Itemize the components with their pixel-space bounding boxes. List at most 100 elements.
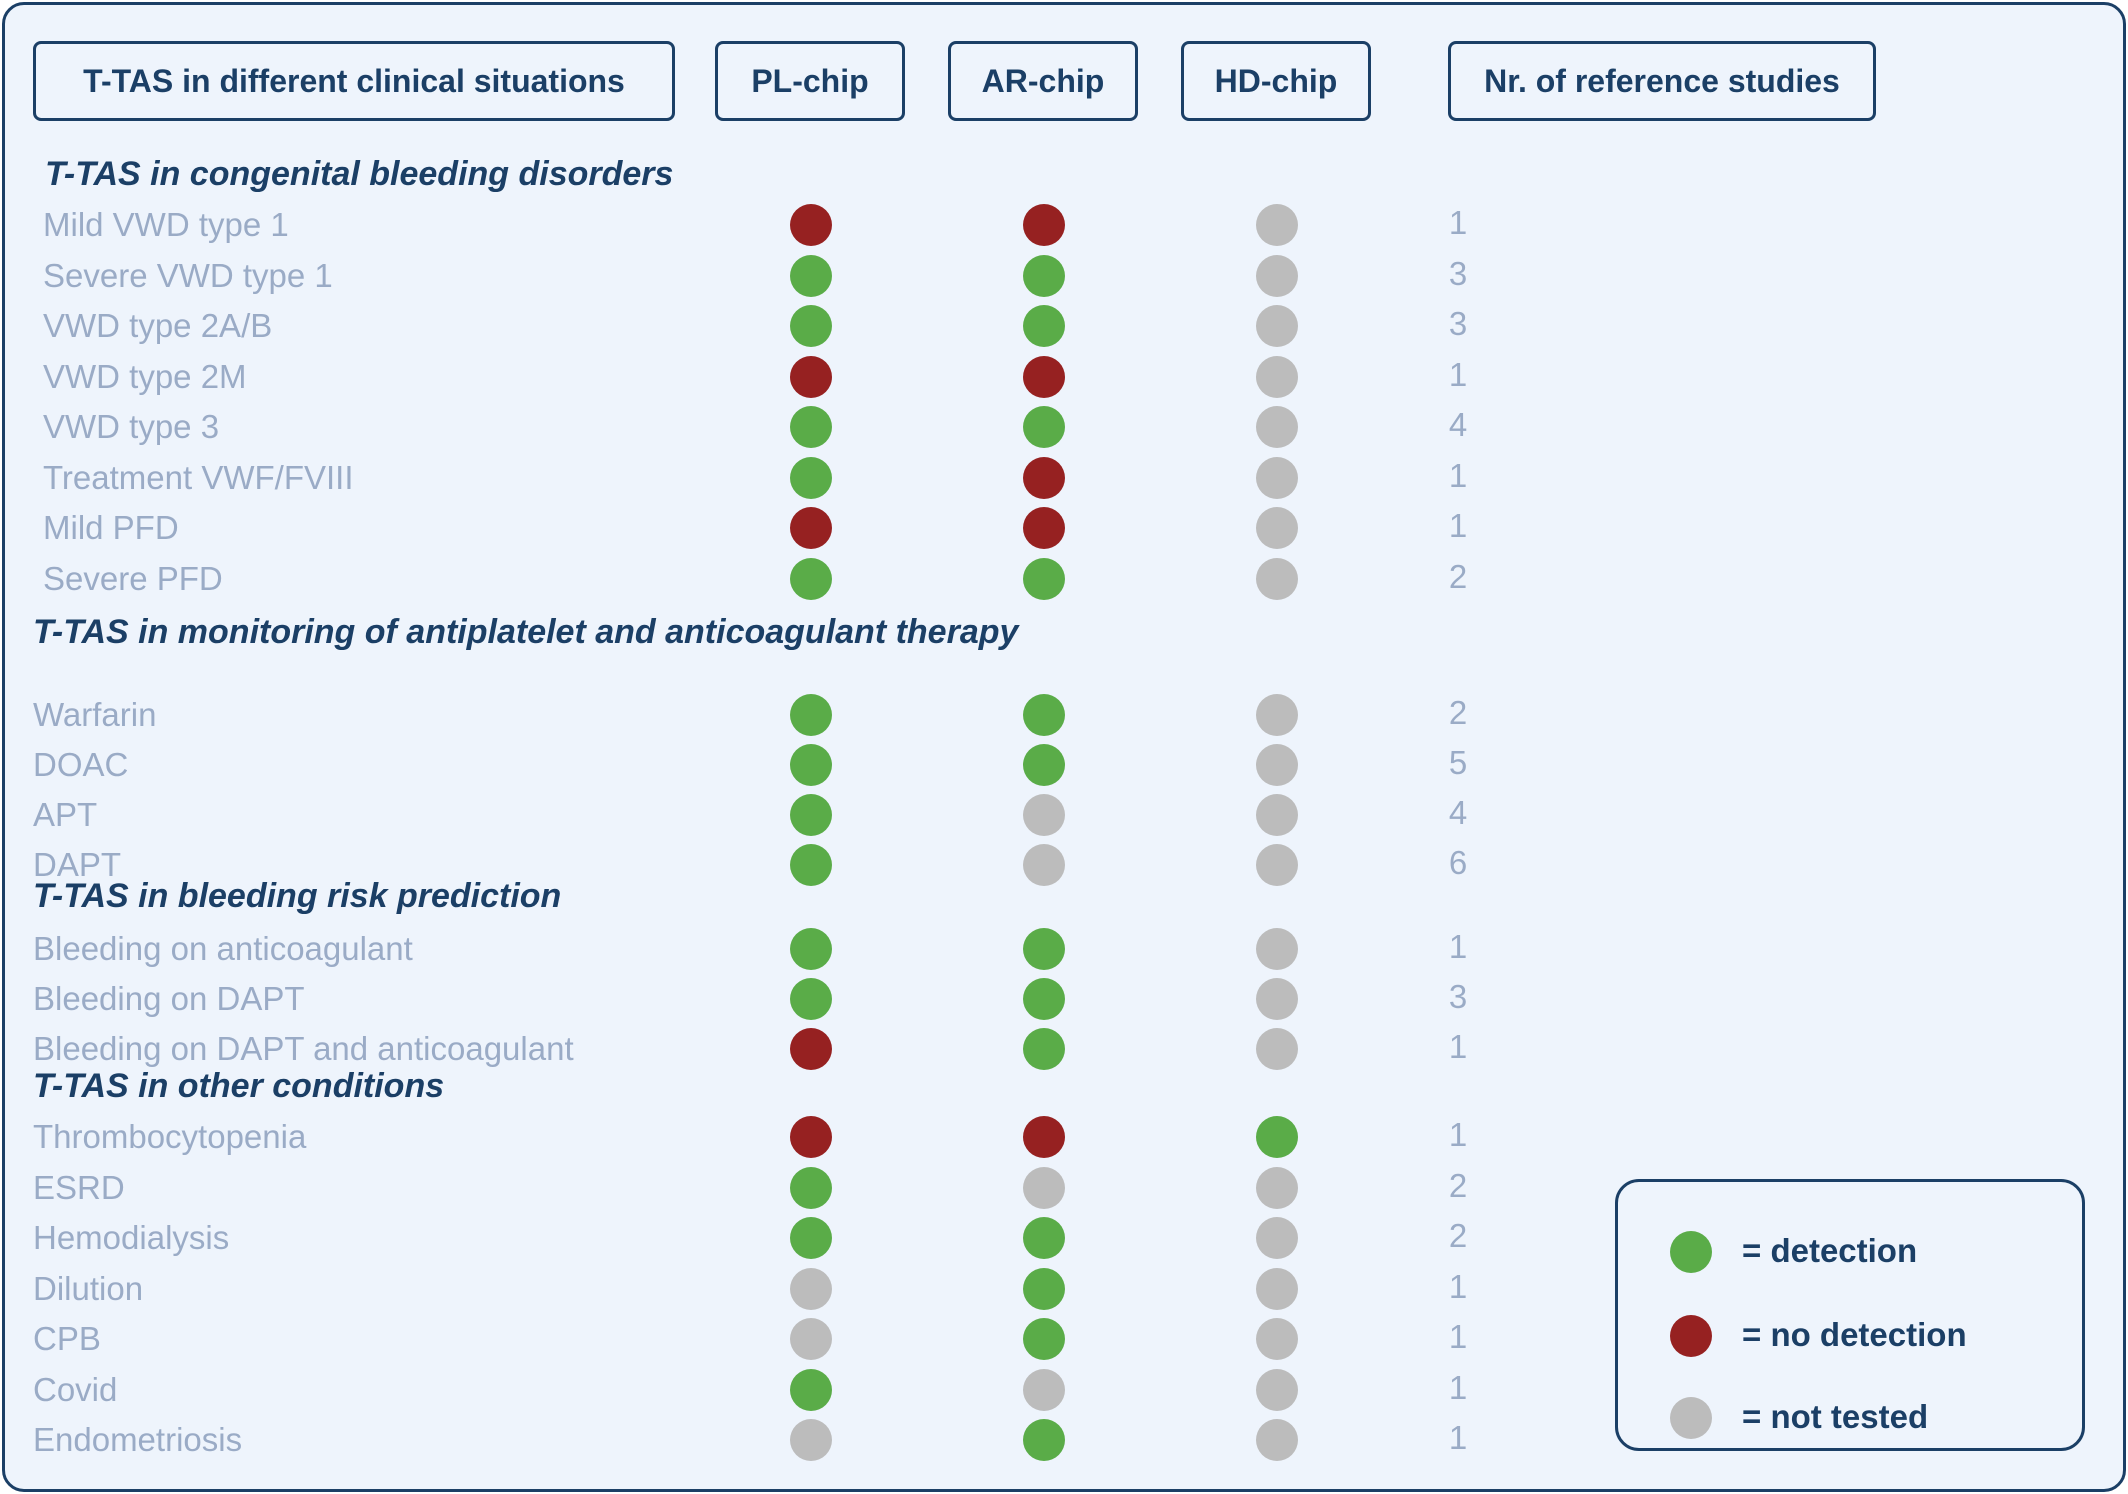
pl-chip-result-dot (790, 1028, 832, 1070)
row-label: Thrombocytopenia (33, 1118, 307, 1155)
header-pl-chip: PL-chip (715, 41, 905, 121)
hd-chip-result-dot (1256, 978, 1298, 1020)
legend-item-no-detection: = no detection (1618, 1312, 2082, 1360)
pl-chip-result-dot (790, 1116, 832, 1158)
pl-chip-result-dot (790, 305, 832, 347)
pl-chip-result-dot (790, 1166, 832, 1209)
pl-chip-result-dot (790, 507, 832, 549)
reference-count: 1 (1448, 355, 1468, 393)
ar-chip-result-dot (1023, 928, 1065, 970)
hd-chip-result-dot (1256, 1166, 1298, 1209)
hd-chip-result-dot (1256, 1368, 1298, 1411)
reference-count: 1 (1448, 1116, 1468, 1153)
reference-count: 1 (1448, 204, 1468, 241)
hd-chip-result-dot (1256, 694, 1298, 736)
ar-chip-result-dot (1023, 1267, 1065, 1310)
row-label: Treatment VWF/FVIII (43, 458, 354, 496)
header-situations: T-TAS in different clinical situations (33, 41, 675, 121)
ar-chip-result-dot (1023, 254, 1065, 297)
reference-count: 2 (1448, 1217, 1468, 1254)
reference-count: 5 (1448, 744, 1468, 781)
ar-chip-result-dot (1023, 1028, 1065, 1070)
pl-chip-result-dot (790, 844, 832, 886)
pl-chip-result-dot (790, 1318, 832, 1360)
reference-count: 6 (1448, 844, 1468, 881)
hd-chip-result-dot (1256, 254, 1298, 297)
header-hd-chip: HD-chip (1181, 41, 1371, 121)
pl-chip-result-dot (790, 1217, 832, 1259)
reference-count: 3 (1448, 305, 1468, 342)
row-label: Bleeding on DAPT (33, 980, 305, 1017)
reference-count: 1 (1448, 1028, 1468, 1065)
section-title: T-TAS in monitoring of antiplatelet and … (33, 613, 1019, 651)
ar-chip-result-dot (1023, 406, 1065, 448)
hd-chip-result-dot (1256, 456, 1298, 499)
legend-item-detection: = detection (1618, 1228, 2082, 1276)
hd-chip-result-dot (1256, 355, 1298, 398)
section-title: T-TAS in other conditions (33, 1067, 445, 1105)
ar-chip-result-dot (1023, 978, 1065, 1020)
row-label: ESRD (33, 1168, 125, 1206)
ar-chip-result-dot (1023, 557, 1065, 600)
pl-chip-result-dot (790, 794, 832, 836)
row-label: Severe PFD (43, 559, 223, 597)
legend: = detection = no detection = not tested (1615, 1179, 2085, 1451)
reference-count: 2 (1448, 557, 1468, 595)
legend-label-detection: = detection (1742, 1232, 1918, 1269)
reference-count: 1 (1448, 456, 1468, 494)
legend-item-not-tested: = not tested (1618, 1394, 2082, 1442)
not-tested-dot-icon (1670, 1397, 1712, 1439)
pl-chip-result-dot (790, 204, 832, 246)
hd-chip-result-dot (1256, 844, 1298, 886)
row-label: Bleeding on DAPT and anticoagulant (33, 1030, 574, 1067)
row-label: APT (33, 796, 98, 833)
row-label: VWD type 2M (43, 357, 247, 395)
ar-chip-result-dot (1023, 1217, 1065, 1259)
pl-chip-result-dot (790, 1368, 832, 1411)
row-label: Endometriosis (33, 1421, 243, 1458)
hd-chip-result-dot (1256, 1267, 1298, 1310)
legend-label-not-tested: = not tested (1742, 1398, 1929, 1435)
row-label: Warfarin (33, 696, 157, 733)
hd-chip-result-dot (1256, 1028, 1298, 1070)
reference-count: 3 (1448, 978, 1468, 1015)
reference-count: 4 (1448, 794, 1468, 831)
no-detection-dot-icon (1670, 1315, 1712, 1357)
row-label: Hemodialysis (33, 1219, 230, 1256)
reference-count: 1 (1448, 1267, 1468, 1305)
header-ar-chip: AR-chip (948, 41, 1138, 121)
hd-chip-result-dot (1256, 1419, 1298, 1461)
ar-chip-result-dot (1023, 744, 1065, 786)
row-label: Covid (33, 1370, 118, 1408)
ar-chip-result-dot (1023, 456, 1065, 499)
reference-count: 1 (1448, 1419, 1468, 1456)
pl-chip-result-dot (790, 456, 832, 499)
pl-chip-result-dot (790, 406, 832, 448)
ar-chip-result-dot (1023, 1318, 1065, 1360)
reference-count: 1 (1448, 928, 1468, 965)
hd-chip-result-dot (1256, 928, 1298, 970)
row-label: VWD type 3 (43, 408, 220, 445)
hd-chip-result-dot (1256, 1116, 1298, 1158)
row-label: Bleeding on anticoagulant (33, 930, 413, 967)
ar-chip-result-dot (1023, 204, 1065, 246)
ar-chip-result-dot (1023, 844, 1065, 886)
ar-chip-result-dot (1023, 794, 1065, 836)
row-label: Mild PFD (43, 509, 179, 546)
hd-chip-result-dot (1256, 794, 1298, 836)
ar-chip-result-dot (1023, 507, 1065, 549)
pl-chip-result-dot (790, 978, 832, 1020)
row-label: DOAC (33, 746, 129, 783)
pl-chip-result-dot (790, 1419, 832, 1461)
reference-count: 2 (1448, 1166, 1468, 1204)
hd-chip-result-dot (1256, 1318, 1298, 1360)
ar-chip-result-dot (1023, 305, 1065, 347)
ar-chip-result-dot (1023, 694, 1065, 736)
pl-chip-result-dot (790, 928, 832, 970)
hd-chip-result-dot (1256, 1217, 1298, 1259)
ar-chip-result-dot (1023, 1419, 1065, 1461)
row-label: Mild VWD type 1 (43, 206, 289, 243)
hd-chip-result-dot (1256, 744, 1298, 786)
section-title: T-TAS in bleeding risk prediction (33, 877, 562, 915)
